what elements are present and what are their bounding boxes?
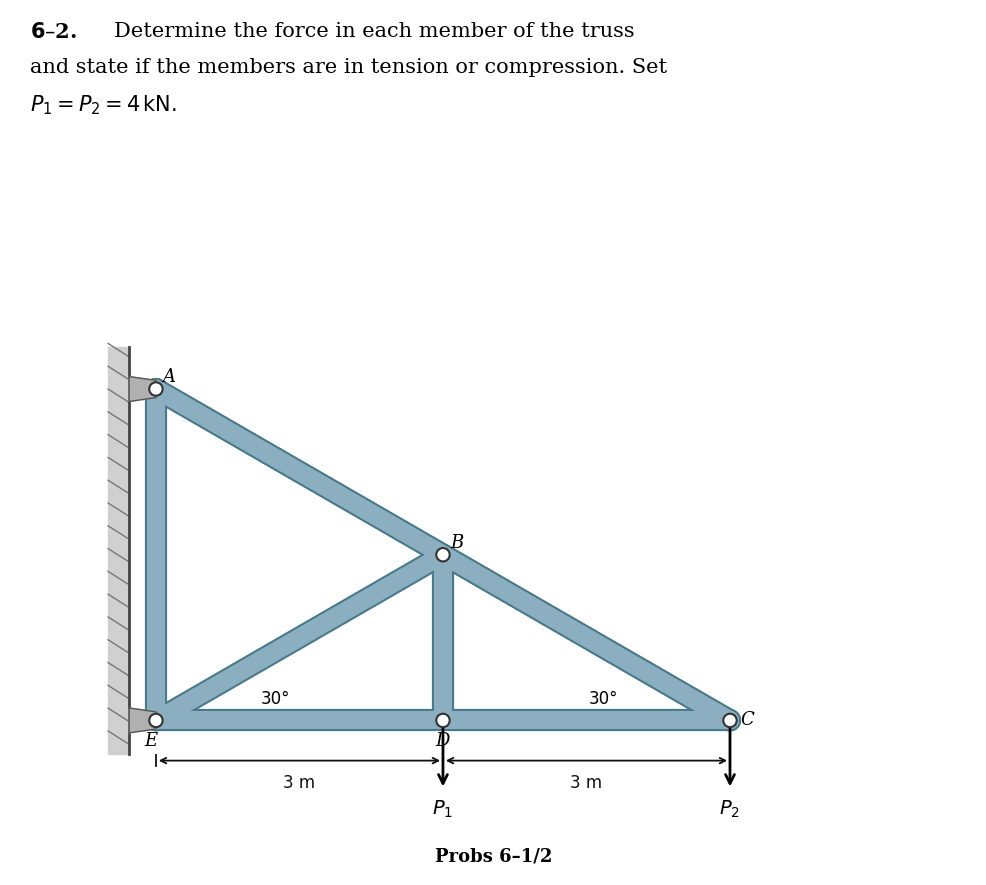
Text: E: E: [144, 733, 158, 750]
Circle shape: [723, 713, 736, 727]
Text: B: B: [451, 535, 463, 552]
Polygon shape: [129, 377, 156, 402]
Text: $P_1 = P_2 = 4\,\mathrm{kN}.$: $P_1 = P_2 = 4\,\mathrm{kN}.$: [30, 93, 176, 117]
Bar: [108, 347, 129, 754]
Text: D: D: [436, 733, 450, 750]
Circle shape: [149, 382, 163, 396]
Circle shape: [436, 548, 450, 561]
Text: $P_1$: $P_1$: [432, 799, 454, 820]
Text: 3 m: 3 m: [570, 774, 601, 792]
Text: 30°: 30°: [260, 690, 290, 708]
Text: and state if the members are in tension or compression. Set: and state if the members are in tension …: [30, 58, 667, 76]
Circle shape: [149, 713, 163, 727]
Text: Probs 6–1/2: Probs 6–1/2: [435, 848, 551, 866]
Text: 3 m: 3 m: [283, 774, 316, 792]
Text: 30°: 30°: [589, 690, 618, 708]
Text: A: A: [162, 367, 175, 386]
Polygon shape: [129, 708, 156, 733]
Text: C: C: [740, 712, 753, 729]
Text: $\mathbf{6}$–2.: $\mathbf{6}$–2.: [30, 22, 77, 42]
Circle shape: [436, 713, 450, 727]
Text: Determine the force in each member of the truss: Determine the force in each member of th…: [113, 22, 633, 41]
Text: $P_2$: $P_2$: [719, 799, 740, 820]
